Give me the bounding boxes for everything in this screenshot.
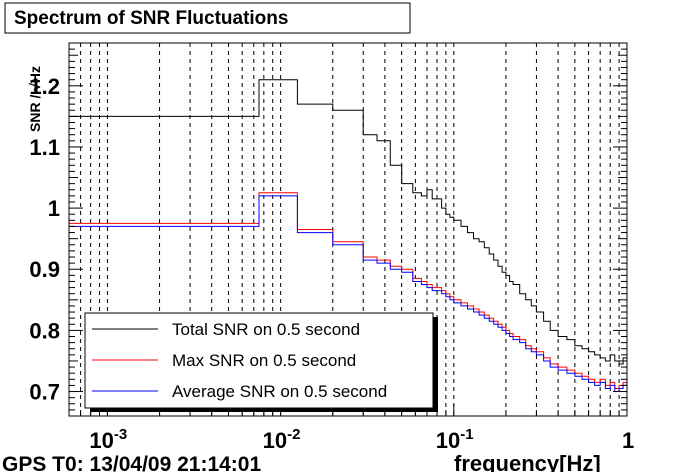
x-tick-label: 10-1 (436, 426, 474, 453)
y-tick-label: 1.2 (29, 74, 60, 99)
x-tick-label: 10-3 (89, 426, 127, 453)
legend: Total SNR on 0.5 second Max SNR on 0.5 s… (84, 312, 438, 412)
y-axis-title: SNR / √Hz (27, 66, 43, 132)
legend-label-total: Total SNR on 0.5 second (172, 320, 360, 339)
y-tick-label: 0.9 (29, 257, 60, 282)
title-box: Spectrum of SNR Fluctuations (4, 2, 411, 34)
y-tick-label: 1 (48, 196, 60, 221)
y-tick-label: 1.1 (29, 135, 60, 160)
grid-layer (68, 43, 628, 416)
x-tick-label: 1 (622, 428, 634, 453)
series-line-0 (69, 79, 628, 365)
x-axis-title: frequency[Hz] (454, 451, 601, 472)
y-tick-label: 0.8 (29, 318, 60, 343)
plot-frame (68, 42, 628, 417)
y-tick-label: 0.7 (29, 380, 60, 405)
x-tick-label: 10-2 (263, 426, 301, 453)
legend-label-average: Average SNR on 0.5 second (172, 382, 387, 401)
series-layer (69, 79, 628, 392)
legend-label-max: Max SNR on 0.5 second (172, 351, 356, 370)
chart-title: Spectrum of SNR Fluctuations (14, 8, 288, 29)
title-frame (4, 2, 411, 34)
series-line-2 (69, 195, 628, 392)
gps-timestamp: GPS T0: 13/04/09 21:14:01 (2, 453, 261, 472)
